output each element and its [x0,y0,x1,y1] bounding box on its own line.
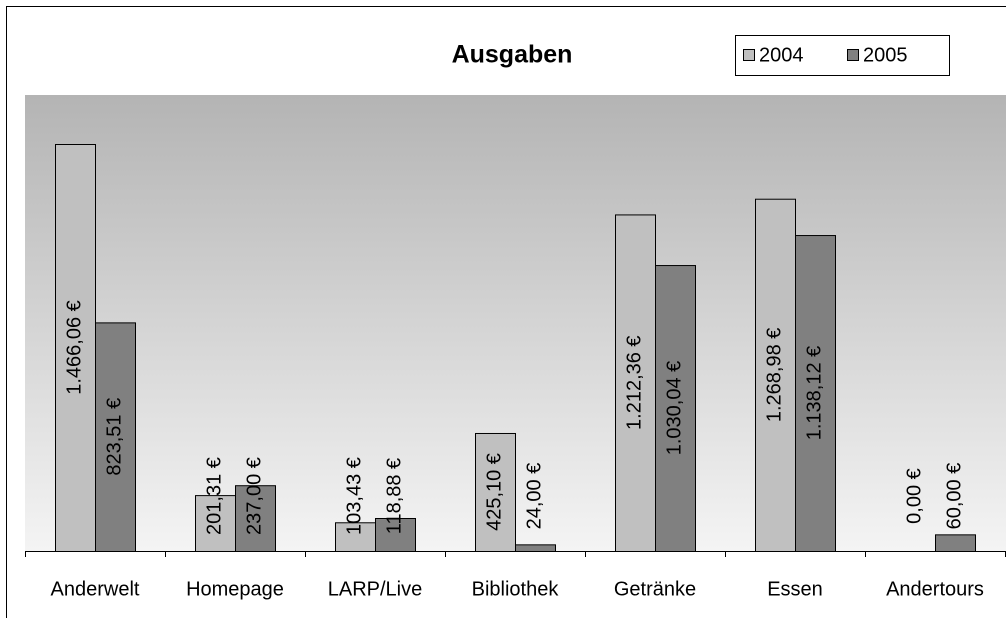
data-label: 425,10 € [483,453,505,531]
legend-box [735,35,950,76]
data-label: 1.138,12 € [803,346,825,441]
bar [375,517,416,552]
legend-label: 2004 [759,44,804,66]
bar [475,432,516,552]
data-label: 1.030,04 € [663,361,685,456]
data-label: 118,88 € [383,458,405,534]
data-label: 24,00 € [523,463,545,530]
x-tick-label: Andertours [886,578,984,600]
data-label: 823,51 € [103,398,125,476]
legend-swatch [847,49,859,61]
data-label: 1.212,36 € [623,335,645,430]
bar [95,322,136,552]
data-label: 60,00 € [943,463,965,530]
bar [755,198,796,552]
data-label: 1.268,98 € [763,328,785,423]
x-tick-label: Anderwelt [51,578,140,600]
x-tick-label: LARP/Live [328,578,423,600]
bar [615,214,656,552]
data-label: 0,00 € [903,468,925,524]
legend-label: 2005 [863,44,908,66]
bar [55,144,96,552]
x-tick-label: Essen [767,578,823,600]
chart-title: Ausgaben [452,41,573,69]
bar [655,265,696,552]
x-tick-label: Bibliothek [472,578,560,600]
data-label: 1.466,06 € [63,300,85,395]
bar [195,495,236,553]
x-tick-label: Getränke [614,578,696,600]
data-label: 237,00 € [243,457,265,535]
x-tick-label: Homepage [186,578,284,600]
bar [935,534,976,553]
bar [795,235,836,552]
data-label: 103,43 € [343,457,365,535]
legend-swatch [743,49,755,61]
data-label: 201,31 € [203,457,225,535]
bar [515,544,556,552]
bar [235,485,276,553]
